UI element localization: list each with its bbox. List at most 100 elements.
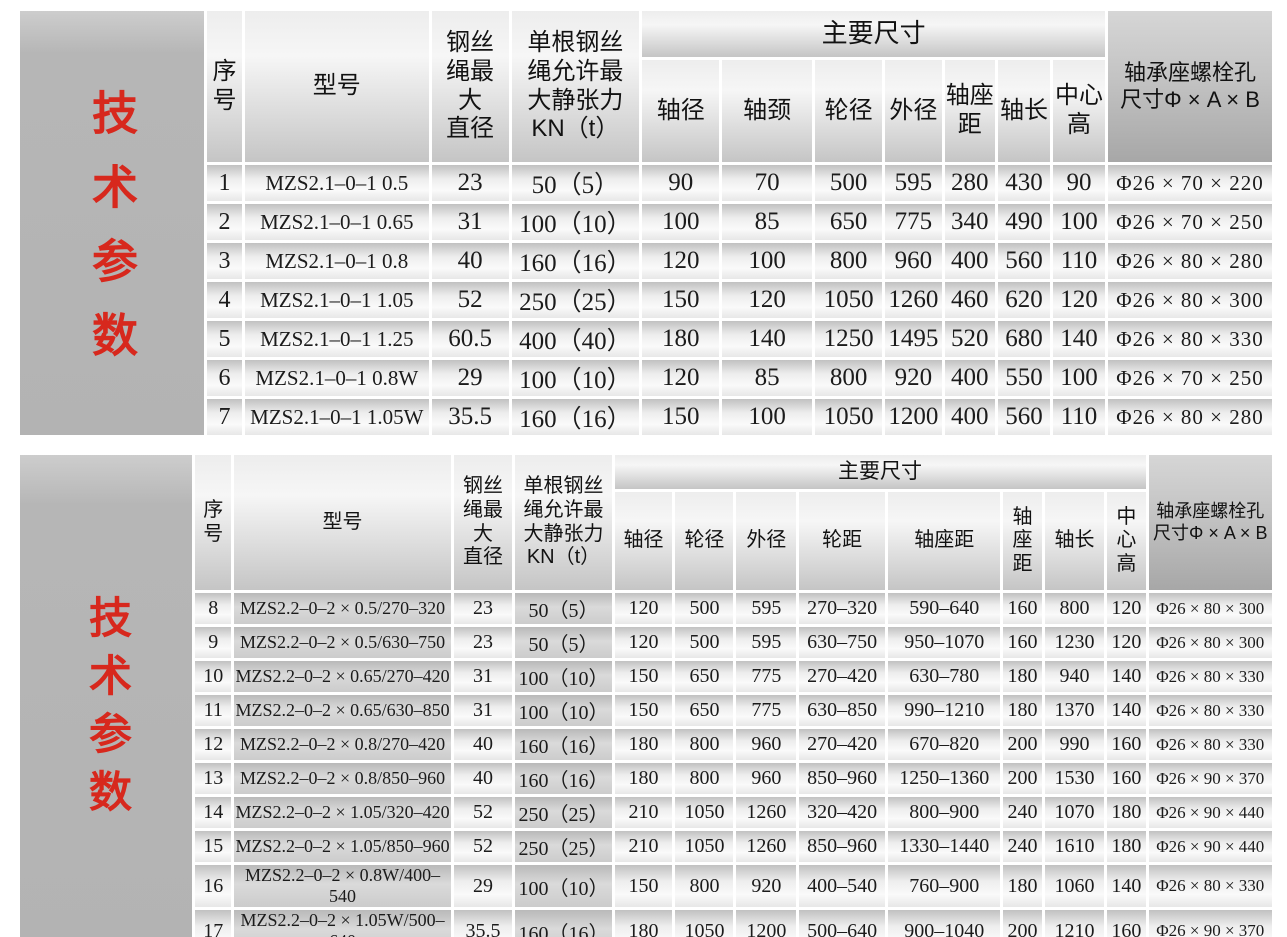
cell-value: 160（16） xyxy=(515,729,612,760)
header-row-group: 技术参数 序 号 型号 钢丝 绳最 大 直径 单根钢丝 绳允许最 大静张力 KN… xyxy=(20,11,1272,435)
cell-model: MZS2.2–0–2 × 1.05/850–960 xyxy=(234,831,451,862)
table-row: 5 MZS2.1–0–1 1.25 60.5 400（40） 180 140 1250 149… xyxy=(20,321,1272,357)
col-header-serial: 序 号 xyxy=(195,455,232,590)
cell-serial: 13 xyxy=(195,763,232,794)
cell-value: 560 xyxy=(997,243,1050,279)
cell-value: Φ26 × 80 × 330 xyxy=(1108,321,1272,357)
cell-value: 850–960 xyxy=(799,831,886,862)
cell-value: 240 xyxy=(1003,831,1042,862)
cell-value: 35.5 xyxy=(453,910,513,937)
cell-value: Φ26 × 90 × 370 xyxy=(1148,910,1272,937)
cell-value: 340 xyxy=(944,204,995,240)
cell-value: 1260 xyxy=(885,282,942,318)
cell-value: 550 xyxy=(997,360,1050,396)
cell-value: 100（10） xyxy=(511,204,640,240)
cell-serial: 2 xyxy=(207,204,242,240)
cell-value: 500 xyxy=(814,165,883,201)
cell-value: Φ26 × 80 × 280 xyxy=(1108,243,1272,279)
cell-value: 1050 xyxy=(675,910,734,937)
cell-value: 775 xyxy=(736,695,797,726)
cell-value: 31 xyxy=(453,695,513,726)
col-header-max-static-tension: 单根钢丝 绳允许最 大静张力 KN（t） xyxy=(515,455,612,590)
cell-value: 180 xyxy=(1003,661,1042,692)
cell-value: 1050 xyxy=(675,831,734,862)
cell-model: MZS2.2–0–2 × 1.05W/500–640 xyxy=(234,910,451,937)
cell-serial: 6 xyxy=(207,360,242,396)
table-row: 14 MZS2.2–0–2 × 1.05/320–420 52 250（25） 210 1… xyxy=(20,797,1272,828)
cell-value: 400 xyxy=(944,399,995,435)
cell-model: MZS2.1–0–1 0.8 xyxy=(244,243,429,279)
cell-value: 1250–1360 xyxy=(888,763,1001,794)
cell-value: 160（16） xyxy=(515,910,612,937)
col-header-bearing-bolt-hole: 轴承座螺栓孔 尺寸Φ × A × B xyxy=(1148,455,1272,590)
table-row: 1 MZS2.1–0–1 0.5 23 50（5） 90 70 500 595 280 430 90… xyxy=(20,165,1272,201)
cell-value: Φ26 × 80 × 330 xyxy=(1148,729,1272,760)
cell-value: 40 xyxy=(453,763,513,794)
col-header-axle-diameter: 轴径 xyxy=(614,492,673,590)
cell-value: 670–820 xyxy=(888,729,1001,760)
cell-model: MZS2.2–0–2 × 0.65/270–420 xyxy=(234,661,451,692)
cell-value: 35.5 xyxy=(431,399,509,435)
cell-value: Φ26 × 70 × 250 xyxy=(1108,204,1272,240)
cell-model: MZS2.1–0–1 0.65 xyxy=(244,204,429,240)
cell-value: 595 xyxy=(736,627,797,658)
cell-value: 400（40） xyxy=(511,321,640,357)
cell-value: 90 xyxy=(642,165,720,201)
cell-value: 595 xyxy=(885,165,942,201)
cell-value: 52 xyxy=(453,797,513,828)
cell-value: 70 xyxy=(722,165,812,201)
cell-value: 240 xyxy=(1003,797,1042,828)
cell-model: MZS2.1–0–1 1.05 xyxy=(244,282,429,318)
cell-value: 500–640 xyxy=(799,910,886,937)
cell-value: 140 xyxy=(1107,661,1146,692)
cell-serial: 8 xyxy=(195,593,232,624)
cell-value: 800 xyxy=(814,360,883,396)
cell-value: 960 xyxy=(736,729,797,760)
cell-value: 100 xyxy=(1053,360,1106,396)
cell-value: Φ26 × 70 × 220 xyxy=(1108,165,1272,201)
cell-value: Φ26 × 80 × 330 xyxy=(1148,695,1272,726)
cell-value: 775 xyxy=(885,204,942,240)
cell-model: MZS2.1–0–1 1.05W xyxy=(244,399,429,435)
table-row: 2 MZS2.1–0–1 0.65 31 100（10） 100 85 650 775 340 4… xyxy=(20,204,1272,240)
cell-value: 320–420 xyxy=(799,797,886,828)
cell-value: 1250 xyxy=(814,321,883,357)
cell-value: 960 xyxy=(736,763,797,794)
cell-value: 40 xyxy=(431,243,509,279)
cell-value: 52 xyxy=(453,831,513,862)
cell-value: 100（10） xyxy=(515,695,612,726)
cell-value: 920 xyxy=(885,360,942,396)
cell-value: 200 xyxy=(1003,729,1042,760)
table-row: 6 MZS2.1–0–1 0.8W 29 100（10） 120 85 800 920 400 5… xyxy=(20,360,1272,396)
cell-value: 650 xyxy=(675,661,734,692)
cell-model: MZS2.1–0–1 1.25 xyxy=(244,321,429,357)
cell-value: 400 xyxy=(944,243,995,279)
cell-value: 180 xyxy=(614,910,673,937)
cell-value: 160 xyxy=(1003,627,1042,658)
cell-value: 920 xyxy=(736,865,797,907)
cell-value: 560 xyxy=(997,399,1050,435)
cell-value: 200 xyxy=(1003,763,1042,794)
header-row-dims: 轴径 轴颈 轮径 外径 轴座 距 轴长 中心 高 xyxy=(20,60,1272,162)
cell-value: 1370 xyxy=(1044,695,1105,726)
table-row: 7 MZS2.1–0–1 1.05W 35.5 160（16） 150 100 1050 12… xyxy=(20,399,1272,435)
cell-value: 800 xyxy=(814,243,883,279)
cell-value: 630–850 xyxy=(799,695,886,726)
cell-value: 270–420 xyxy=(799,729,886,760)
cell-value: 990 xyxy=(1044,729,1105,760)
cell-value: 620 xyxy=(997,282,1050,318)
cell-value: 760–900 xyxy=(888,865,1001,907)
cell-value: 180 xyxy=(642,321,720,357)
cell-value: 1070 xyxy=(1044,797,1105,828)
cell-value: 775 xyxy=(736,661,797,692)
cell-model: MZS2.2–0–2 × 0.5/270–320 xyxy=(234,593,451,624)
col-header-bearing-bolt-hole: 轴承座螺栓孔 尺寸Φ × A × B xyxy=(1108,11,1272,162)
cell-value: 250（25） xyxy=(515,797,612,828)
cell-value: 500 xyxy=(675,627,734,658)
cell-value: Φ26 × 90 × 440 xyxy=(1148,797,1272,828)
cell-value: 180 xyxy=(614,763,673,794)
cell-value: 800 xyxy=(675,729,734,760)
cell-value: 100 xyxy=(722,399,812,435)
col-header-axle-length: 轴长 xyxy=(997,60,1050,162)
cell-serial: 9 xyxy=(195,627,232,658)
